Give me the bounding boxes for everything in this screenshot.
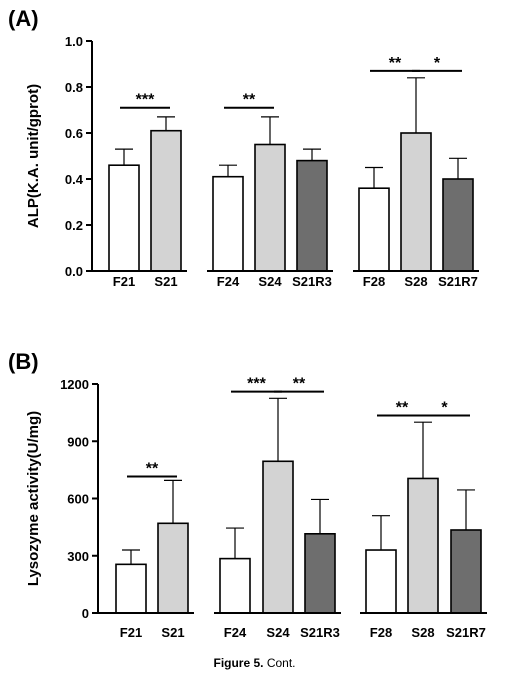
panel-b-x-tick-label: S21R3: [300, 625, 340, 640]
panel-a-bar-f21: [108, 164, 140, 272]
panel-a-bar-s24: [254, 143, 286, 272]
panel-a-bar-f28: [358, 187, 390, 272]
panel-a-y-tick-label: 1.0: [65, 34, 83, 49]
panel-b-significance-label: *: [441, 399, 448, 416]
panel-a-significance-label: **: [243, 92, 256, 109]
panel-a-significance-label: ***: [136, 92, 155, 109]
panel-a-label: (A): [8, 6, 39, 31]
panel-a-x-tick-label: F28: [363, 274, 385, 289]
panel-a-bar-s21r3: [296, 159, 328, 272]
panel-b-x-tick-label: S21: [161, 625, 184, 640]
panel-b-x-tick-label: F28: [370, 625, 392, 640]
panel-b-y-axis-label: Lysozyme activity(U/mg): [25, 411, 42, 586]
panel-b-y-tick-label: 0: [82, 606, 89, 621]
panel-b-y-tick-label: 1200: [60, 377, 89, 392]
panel-b-bar-s21r3: [304, 533, 336, 614]
panel-b-y-tick-label: 300: [67, 549, 89, 564]
panel-a-bar-s21r7: [442, 178, 474, 272]
panel-a-y-axis-label: ALP(K.A. unit/gprot): [25, 84, 42, 228]
panel-b-bar-f24: [219, 557, 251, 614]
panel-b-x-tick-label: S24: [266, 625, 290, 640]
panel-a-x-tick-label: F21: [113, 274, 135, 289]
panel-b-bar-s24: [262, 460, 294, 614]
panel-b-significance-label: ***: [247, 376, 266, 393]
panel-a-bar-s21: [150, 129, 182, 272]
panel-a-significance-label: **: [389, 55, 402, 72]
panel-b-x-tick-label: S21R7: [446, 625, 486, 640]
panel-a-bar-s28: [400, 132, 432, 272]
panel-b-bar-f28: [365, 549, 397, 614]
panel-b-bar-s28: [407, 477, 439, 614]
panel-a-x-tick-label: S21R3: [292, 274, 332, 289]
panel-b-bar-f21: [115, 563, 147, 614]
panel-a-x-tick-label: S21: [154, 274, 177, 289]
panel-b-x-tick-label: S28: [411, 625, 434, 640]
panel-a-y-tick-label: 0.6: [65, 126, 83, 141]
panel-b-x-tick-label: F21: [120, 625, 142, 640]
panel-a-y-tick-label: 0.8: [65, 80, 83, 95]
panel-b-bar-s21r7: [450, 529, 482, 614]
panel-b-y-tick-label: 900: [67, 434, 89, 449]
panel-b-x-tick-label: F24: [224, 625, 247, 640]
panel-a-y-tick-label: 0.4: [65, 172, 84, 187]
figure-caption-text: Cont.: [263, 656, 296, 670]
panel-b-y-tick-label: 600: [67, 492, 89, 507]
panel-a-x-tick-label: F24: [217, 274, 240, 289]
panel-a-y-tick-label: 0.2: [65, 218, 83, 233]
panel-a-significance-label: *: [434, 55, 441, 72]
panel-a-y-tick-label: 0.0: [65, 264, 83, 279]
panel-a-bar-f24: [212, 175, 244, 272]
figure-caption: Figure 5. Cont.: [0, 656, 509, 670]
panel-b-label: (B): [8, 349, 39, 374]
panel-b-significance-label: **: [146, 461, 159, 478]
figure-caption-label: Figure 5.: [213, 656, 264, 670]
panel-b-significance-label: **: [396, 399, 409, 416]
panel-a-x-tick-label: S24: [258, 274, 282, 289]
panel-b-significance-label: **: [293, 376, 306, 393]
panel-a-x-tick-label: S21R7: [438, 274, 478, 289]
panel-a-x-tick-label: S28: [404, 274, 427, 289]
panel-b-bar-s21: [157, 522, 189, 614]
